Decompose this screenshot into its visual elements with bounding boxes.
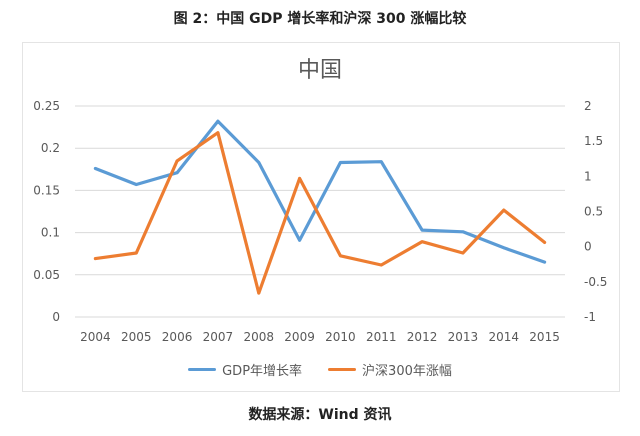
data-point: [461, 251, 465, 255]
x-tick-label: 2004: [80, 330, 111, 344]
x-tick-label: 2014: [488, 330, 519, 344]
x-axis-ticks: 2004 2005 2006 2007 2008 2009 2010 2011 2012 2013…: [80, 330, 560, 344]
data-point: [175, 159, 179, 163]
legend-swatch-gdp: [188, 368, 217, 371]
x-tick-label: 2013: [448, 330, 479, 344]
data-point: [339, 254, 342, 258]
x-tick-label: 2005: [121, 330, 152, 344]
left-tick-label: 0: [52, 310, 60, 324]
legend-swatch-hs300: [328, 368, 357, 371]
legend-item-hs300: 沪深300年涨幅: [328, 360, 452, 379]
chart-title: 中国: [298, 58, 342, 83]
series-line-1: [93, 131, 547, 295]
data-point: [379, 160, 383, 164]
right-tick-label: 1: [584, 169, 592, 183]
data-point: [134, 251, 138, 255]
right-tick-label: -1: [584, 310, 596, 324]
x-tick-label: 2015: [529, 330, 560, 344]
data-point: [257, 291, 261, 295]
right-axis-ticks: 2 1.5 1 0.5 0 -0.5 -1: [584, 99, 607, 324]
data-point: [298, 177, 301, 180]
x-tick-label: 2008: [243, 330, 274, 344]
legend-label-hs300: 沪深300年涨幅: [362, 364, 452, 379]
left-tick-label: 0.1: [41, 226, 60, 240]
x-tick-label: 2010: [325, 330, 356, 344]
left-tick-label: 0.2: [41, 141, 60, 155]
right-tick-label: 0: [584, 240, 592, 254]
data-point: [420, 228, 424, 232]
left-tick-label: 0.15: [33, 183, 60, 197]
right-tick-label: 2: [584, 99, 592, 113]
data-point: [175, 171, 179, 175]
left-tick-label: 0.05: [33, 268, 60, 282]
right-tick-label: 1.5: [584, 134, 603, 148]
right-tick-label: -0.5: [584, 275, 607, 289]
data-point: [94, 257, 97, 261]
legend-item-gdp: GDP年增长率: [188, 360, 302, 379]
data-point: [461, 230, 465, 234]
gridlines: [75, 105, 565, 318]
data-point: [216, 119, 220, 123]
data-point: [339, 161, 342, 164]
x-tick-label: 2011: [366, 330, 397, 344]
series-lines: [93, 119, 547, 295]
x-tick-label: 2012: [407, 330, 438, 344]
x-tick-label: 2006: [162, 330, 193, 344]
source-note: 数据来源：Wind 资讯: [248, 407, 392, 423]
left-tick-label: 0.25: [33, 99, 60, 113]
data-point: [257, 161, 261, 164]
data-point: [420, 240, 424, 244]
legend-label-gdp: GDP年增长率: [222, 364, 303, 379]
data-point: [379, 263, 383, 267]
data-point: [502, 208, 506, 212]
data-point: [502, 246, 506, 250]
data-point: [543, 260, 546, 264]
data-point: [216, 131, 220, 135]
legend: GDP年增长率 沪深300年涨幅: [0, 360, 640, 379]
figure-caption: 图 2：中国 GDP 增长率和沪深 300 涨幅比较: [173, 11, 467, 27]
x-tick-label: 2009: [284, 330, 315, 344]
data-point: [298, 238, 301, 242]
right-tick-label: 0.5: [584, 205, 603, 219]
data-point: [134, 183, 138, 186]
data-point: [94, 167, 97, 170]
left-axis-ticks: 0.25 0.2 0.15 0.1 0.05 0: [33, 99, 60, 324]
data-point: [543, 241, 546, 244]
x-tick-label: 2007: [203, 330, 234, 344]
